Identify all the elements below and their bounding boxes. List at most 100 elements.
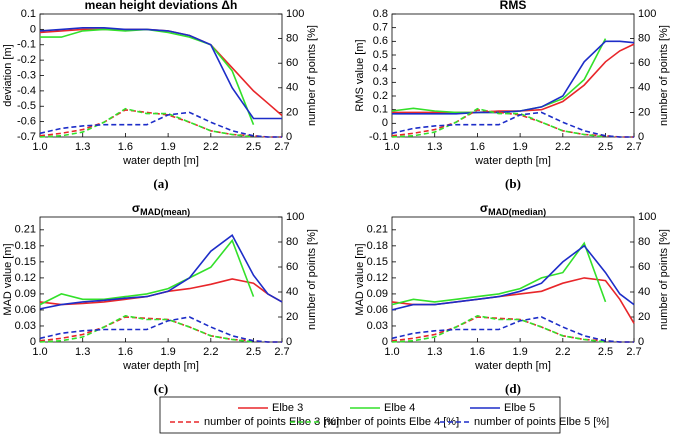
data-line xyxy=(39,314,254,343)
y-axis-label: deviation [m] xyxy=(2,44,14,106)
x-tick-label: 1.3 xyxy=(75,346,90,358)
y-tick-label: 0.15 xyxy=(367,256,388,268)
y-tick-label: 0.06 xyxy=(15,304,36,316)
y2-tick-label: 0 xyxy=(638,131,644,143)
y-tick-label: -0.5 xyxy=(17,100,36,112)
data-line xyxy=(391,314,606,343)
legend-label: Elbe 3 xyxy=(272,402,303,414)
x-tick-label: 1.9 xyxy=(160,346,175,358)
y-tick-label: 0.09 xyxy=(367,288,388,300)
x-tick-label: 1.9 xyxy=(512,346,527,358)
y-tick-label: 0.09 xyxy=(15,288,36,300)
y-tick-label: 0 xyxy=(30,23,36,35)
x-tick-label: 2.5 xyxy=(246,346,261,358)
x-tick-label: 1.6 xyxy=(470,346,485,358)
title-text: RMS xyxy=(500,0,527,12)
y2-tick-label: 60 xyxy=(286,57,298,69)
panel-caption: (b) xyxy=(505,176,521,191)
plot-frame xyxy=(39,13,283,138)
data-line xyxy=(391,241,607,306)
y-tick-label: 0.6 xyxy=(373,35,388,47)
y2-axis-label: number of points [%] xyxy=(658,229,670,330)
legend-box xyxy=(159,396,561,434)
x-tick-label: 2.7 xyxy=(274,346,289,358)
x-axis-label: water depth [m] xyxy=(122,155,199,167)
x-tick-label: 2.2 xyxy=(203,141,218,153)
legend-label: number of points Elbe 3 [%] xyxy=(204,416,339,428)
x-tick-label: 1.0 xyxy=(32,141,47,153)
y-tick-label: 0.5 xyxy=(373,49,388,61)
y2-tick-label: 40 xyxy=(638,286,650,298)
x-axis-label: water depth [m] xyxy=(122,360,199,372)
chart-title: mean height deviations Δh̄ xyxy=(85,0,238,12)
y2-tick-label: 20 xyxy=(286,311,298,323)
x-axis-label: water depth [m] xyxy=(474,360,551,372)
y-tick-label: 0.2 xyxy=(373,90,388,102)
y2-tick-label: 60 xyxy=(286,261,298,273)
y2-tick-label: 0 xyxy=(638,336,644,348)
data-line xyxy=(39,238,255,306)
x-tick-label: 2.7 xyxy=(626,346,641,358)
x-tick-label: 1.3 xyxy=(427,141,442,153)
y-tick-label: -0.6 xyxy=(17,116,36,128)
y-tick-label: -0.1 xyxy=(17,39,36,51)
chart-title: RMS xyxy=(500,0,527,12)
y-tick-label: 0.03 xyxy=(367,320,388,332)
x-tick-label: 2.5 xyxy=(246,141,261,153)
x-tick-label: 2.7 xyxy=(626,141,641,153)
data-line xyxy=(39,234,283,310)
x-tick-label: 2.2 xyxy=(203,346,218,358)
y2-tick-label: 40 xyxy=(638,82,650,94)
y2-axis-label: number of points [%] xyxy=(658,25,670,126)
y-tick-label: 0 xyxy=(30,336,36,348)
legend-label: Elbe 5 xyxy=(504,402,535,414)
x-tick-label: 1.3 xyxy=(75,141,90,153)
y-tick-label: -0.1 xyxy=(369,131,388,143)
y-tick-label: 0.4 xyxy=(373,63,388,75)
y-tick-label: 0.12 xyxy=(15,272,36,284)
y2-tick-label: 80 xyxy=(286,33,298,45)
x-tick-label: 1.0 xyxy=(384,346,399,358)
y-tick-label: 0.1 xyxy=(373,104,388,116)
title-subscript: MAD(median) xyxy=(488,207,546,217)
x-tick-label: 1.0 xyxy=(384,141,399,153)
y-tick-label: 0 xyxy=(382,117,388,129)
y-tick-label: 0.12 xyxy=(367,272,388,284)
y-tick-label: 0.21 xyxy=(15,224,36,236)
y-tick-label: 0.1 xyxy=(21,8,36,20)
title-subscript: MAD(mean) xyxy=(140,207,190,217)
data-line xyxy=(391,107,606,138)
y2-tick-label: 80 xyxy=(638,33,650,45)
y2-axis-label: number of points [%] xyxy=(306,229,318,330)
x-tick-label: 2.2 xyxy=(555,346,570,358)
panel-caption: (c) xyxy=(154,381,168,396)
x-tick-label: 1.6 xyxy=(470,141,485,153)
data-line xyxy=(391,244,635,311)
y-tick-label: 0.06 xyxy=(367,304,388,316)
y-tick-label: 0.03 xyxy=(15,320,36,332)
x-tick-label: 1.9 xyxy=(512,141,527,153)
title-text: mean height deviations Δh̄ xyxy=(85,0,238,12)
y2-tick-label: 40 xyxy=(286,286,298,298)
y2-tick-label: 0 xyxy=(286,131,292,143)
y2-tick-label: 100 xyxy=(638,211,656,223)
data-line xyxy=(39,27,282,120)
title-text: σ xyxy=(132,201,140,215)
data-line xyxy=(391,109,634,138)
x-tick-label: 1.0 xyxy=(32,346,47,358)
y-tick-label: -0.2 xyxy=(17,54,36,66)
y-tick-label: -0.4 xyxy=(17,85,36,97)
x-tick-label: 2.2 xyxy=(555,141,570,153)
y-axis-label: MAD value [m] xyxy=(354,243,366,315)
data-line xyxy=(39,107,254,138)
data-line xyxy=(39,109,282,138)
legend-label: Elbe 4 xyxy=(384,402,415,414)
y-tick-label: 0.8 xyxy=(373,8,388,20)
panel-caption: (a) xyxy=(153,176,168,191)
y2-tick-label: 20 xyxy=(286,106,298,118)
y2-tick-label: 0 xyxy=(286,336,292,348)
y2-tick-label: 100 xyxy=(286,8,304,20)
legend-label: number of points Elbe 4 [%] xyxy=(324,416,459,428)
x-tick-label: 1.3 xyxy=(427,346,442,358)
